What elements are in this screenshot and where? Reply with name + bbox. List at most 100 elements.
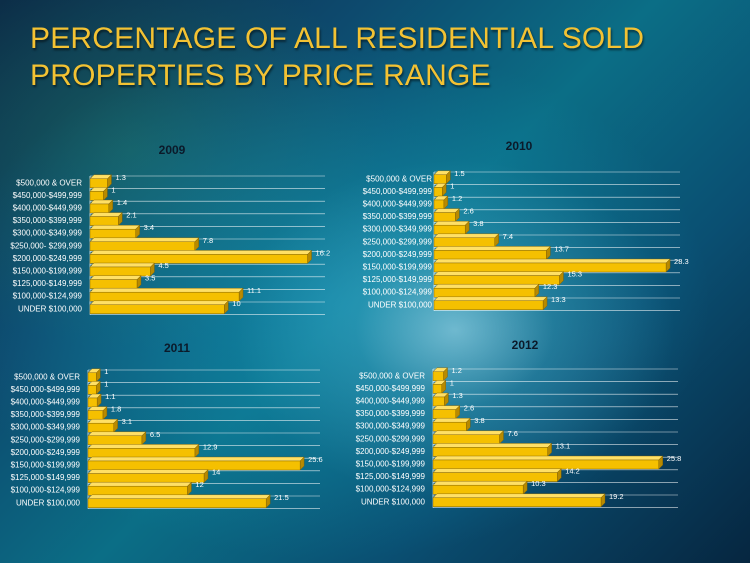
bar — [89, 254, 308, 264]
category-label: $400,000-$449,999 — [363, 200, 433, 209]
value-label: 10 — [232, 299, 240, 308]
value-label: 1 — [104, 367, 108, 376]
category-label: $350,000-$399,999 — [363, 212, 433, 221]
category-label: $125,000-$149,999 — [356, 472, 426, 481]
bar — [87, 498, 267, 508]
chart-title: 2012 — [512, 338, 539, 352]
bar — [432, 396, 445, 407]
bar — [432, 371, 444, 381]
category-label: $250,000- $299,999 — [10, 241, 82, 250]
chart-title: 2010 — [506, 139, 533, 153]
bar-top-face — [432, 443, 553, 448]
bar — [432, 459, 659, 470]
bar-top-face — [432, 430, 504, 435]
value-label: 25.6 — [308, 455, 323, 464]
category-label: $500,000 & OVER — [359, 371, 425, 380]
value-label: 1 — [450, 181, 454, 190]
value-label: 25.8 — [667, 454, 682, 463]
value-label: 6.5 — [150, 430, 160, 439]
bar-top-face — [432, 455, 664, 461]
bar-top-face — [432, 468, 562, 473]
bar — [432, 409, 456, 419]
value-label: 2.1 — [126, 211, 136, 220]
category-label: $200,000-$249,999 — [13, 254, 83, 263]
category-label: $125,000-$149,999 — [11, 473, 81, 482]
slide-title: PERCENTAGE OF ALL RESIDENTIAL SOLD PROPE… — [30, 20, 730, 94]
bar — [432, 497, 602, 507]
category-label: $100,000-$124,999 — [363, 288, 433, 297]
value-label: 1 — [104, 379, 108, 388]
value-label: 1.4 — [117, 198, 127, 207]
category-label: UNDER $100,000 — [361, 497, 426, 506]
value-label: 16.2 — [316, 248, 331, 257]
category-label: $100,000-$124,999 — [11, 486, 81, 495]
category-label: $500,000 & OVER — [16, 178, 82, 187]
value-label: 3.8 — [474, 416, 484, 425]
value-label: 1.3 — [115, 173, 125, 182]
value-label: 1 — [111, 185, 115, 194]
slide-title-line-1: PERCENTAGE OF ALL RESIDENTIAL SOLD — [30, 22, 645, 55]
category-label: $450,000-$499,999 — [363, 187, 433, 196]
category-label: $350,000-$399,999 — [356, 409, 426, 418]
value-label: 13.3 — [551, 295, 566, 304]
value-label: 1.2 — [452, 366, 462, 375]
bar — [432, 447, 548, 457]
chart-title: 2009 — [159, 143, 186, 157]
value-label: 21.5 — [274, 493, 289, 502]
value-label: 7.6 — [508, 429, 518, 438]
category-label: $150,000-$199,999 — [356, 460, 426, 469]
category-label: $500,000 & OVER — [14, 372, 80, 381]
value-label: 14 — [212, 468, 220, 477]
category-label: UNDER $100,000 — [368, 300, 433, 309]
chart-title: 2011 — [164, 341, 190, 355]
category-label: $100,000-$124,999 — [13, 292, 83, 301]
value-label: 1.2 — [452, 194, 462, 203]
category-label: $250,000-$299,999 — [356, 434, 426, 443]
value-label: 11.1 — [247, 286, 261, 295]
value-label: 12.3 — [543, 282, 558, 291]
value-label: 15.3 — [567, 270, 582, 279]
value-label: 14.2 — [565, 467, 580, 476]
value-label: 12.9 — [203, 442, 218, 451]
category-label: $350,000-$399,999 — [11, 410, 81, 419]
value-label: 1.8 — [111, 405, 121, 414]
value-label: 3.8 — [473, 219, 483, 228]
category-label: $400,000-$449,999 — [13, 204, 83, 213]
value-label: 2.6 — [463, 207, 473, 216]
value-label: 7.4 — [503, 232, 513, 241]
value-label: 13.1 — [556, 441, 571, 450]
category-label: $300,000-$349,999 — [356, 422, 426, 431]
value-label: 3.5 — [145, 274, 155, 283]
value-label: 10.3 — [531, 479, 546, 488]
category-label: $200,000-$249,999 — [363, 250, 433, 259]
bar — [433, 300, 544, 310]
category-label: $350,000-$399,999 — [13, 216, 83, 225]
category-label: UNDER $100,000 — [18, 304, 83, 313]
category-label: $100,000-$124,999 — [356, 485, 426, 494]
bar-top-face — [432, 493, 606, 498]
value-label: 3.1 — [122, 417, 132, 426]
bar — [432, 434, 500, 444]
value-label: 19.2 — [609, 492, 624, 501]
value-label: 4.5 — [158, 261, 168, 270]
category-label: $300,000-$349,999 — [363, 225, 433, 234]
bar-top-face — [432, 418, 471, 423]
category-label: UNDER $100,000 — [16, 498, 81, 507]
category-label: $150,000-$199,999 — [11, 461, 81, 470]
bar-top-face — [432, 481, 528, 486]
slide-title-line-2: PROPERTIES BY PRICE RANGE — [30, 59, 491, 92]
category-label: $200,000-$249,999 — [11, 448, 81, 457]
category-label: $300,000-$349,999 — [11, 423, 81, 432]
value-label: 13.7 — [554, 244, 569, 253]
bar — [89, 304, 225, 314]
category-label: $500,000 & OVER — [366, 174, 432, 183]
value-label: 7.8 — [203, 236, 213, 245]
bar — [432, 384, 442, 394]
bar — [432, 422, 467, 432]
value-label: 1.5 — [454, 169, 464, 178]
category-label: $450,000-$499,999 — [13, 191, 83, 200]
category-label: $200,000-$249,999 — [356, 447, 426, 456]
